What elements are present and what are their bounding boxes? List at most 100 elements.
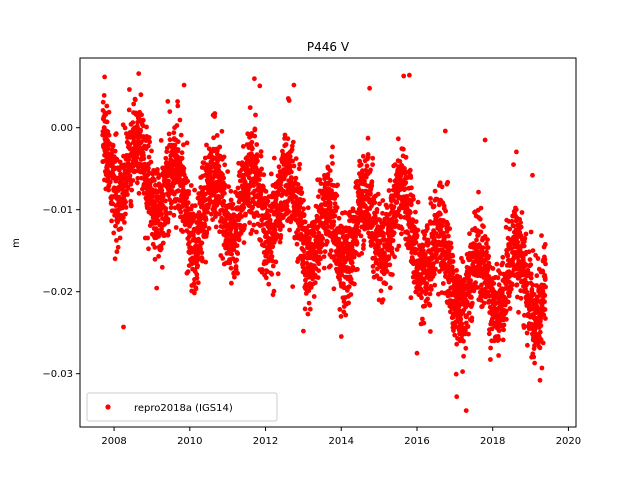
data-point [391, 230, 397, 236]
data-point [419, 295, 424, 301]
data-point [383, 281, 389, 287]
data-point [230, 201, 236, 207]
y-axis-label: m [11, 238, 22, 248]
data-point [312, 280, 318, 286]
data-point [297, 161, 303, 167]
data-point [321, 189, 326, 195]
data-point [213, 214, 218, 220]
data-point [261, 172, 267, 178]
data-point [287, 154, 293, 159]
data-point [166, 131, 172, 137]
data-point [461, 338, 466, 344]
data-point [181, 142, 186, 148]
data-point [531, 354, 537, 360]
data-point [452, 332, 458, 338]
data-point [392, 254, 397, 260]
data-point [373, 257, 379, 263]
data-point [500, 337, 506, 343]
x-axis-ticks: 2008 2010 2012 2014 2016 2018 2020 [101, 427, 581, 447]
data-point [123, 211, 128, 217]
data-point [184, 140, 190, 146]
data-point [384, 205, 390, 210]
data-point [386, 254, 392, 259]
data-point [463, 345, 469, 351]
data-point [247, 220, 253, 226]
data-point [538, 316, 544, 321]
x-tick-label: 2010 [177, 436, 202, 447]
data-point [372, 200, 378, 206]
data-point [235, 185, 241, 191]
data-point [229, 251, 235, 257]
data-point [311, 230, 317, 236]
data-point [543, 316, 548, 321]
data-point [129, 187, 135, 193]
data-point [246, 194, 251, 200]
data-point [295, 227, 301, 233]
data-point [387, 178, 393, 183]
data-point [106, 132, 112, 138]
data-point [125, 192, 130, 197]
data-point [316, 230, 322, 236]
data-point [101, 93, 107, 98]
data-point [488, 357, 493, 362]
data-point [401, 146, 406, 152]
data-point [454, 268, 459, 273]
data-point [527, 257, 533, 262]
data-point [133, 159, 139, 165]
data-point [298, 185, 304, 191]
data-point [524, 280, 530, 286]
data-point [518, 220, 523, 226]
data-point [156, 253, 162, 259]
data-point [241, 240, 247, 246]
data-point [507, 306, 513, 311]
data-point [305, 311, 311, 317]
x-tick-label: 2008 [101, 436, 126, 447]
data-point [126, 107, 132, 113]
plot-area-frame [79, 57, 577, 428]
data-point [130, 120, 136, 125]
data-point [301, 248, 307, 254]
data-point [390, 238, 396, 243]
data-point [247, 105, 253, 110]
data-point [152, 178, 157, 183]
data-point [184, 195, 190, 201]
data-point [302, 306, 308, 312]
data-point [249, 227, 255, 233]
data-point [331, 286, 337, 292]
data-point [380, 198, 386, 203]
data-point [114, 249, 120, 255]
data-point [242, 223, 248, 228]
data-point [264, 251, 270, 257]
data-point [241, 205, 247, 210]
data-point [196, 210, 202, 215]
data-point [445, 179, 451, 185]
data-point [404, 193, 410, 199]
data-point [514, 282, 520, 288]
data-point [463, 408, 469, 413]
data-point [371, 269, 376, 275]
data-point [351, 254, 357, 260]
data-point [117, 235, 123, 241]
data-point [448, 245, 454, 250]
data-point [255, 158, 260, 164]
data-point [538, 323, 544, 328]
data-point [543, 261, 548, 267]
data-point [523, 231, 529, 237]
data-point [109, 218, 114, 224]
data-point [494, 261, 500, 267]
data-point [265, 198, 271, 204]
data-point [128, 203, 134, 209]
data-point [515, 294, 520, 300]
data-point [488, 345, 493, 351]
data-point [296, 166, 302, 172]
data-point [407, 72, 412, 78]
data-point [179, 150, 185, 156]
data-point [445, 222, 451, 227]
data-point [338, 334, 344, 339]
data-point [439, 184, 445, 190]
data-point [210, 217, 216, 223]
data-point [295, 182, 301, 187]
data-point [118, 226, 124, 232]
data-point [113, 223, 118, 229]
data-point [173, 225, 179, 230]
